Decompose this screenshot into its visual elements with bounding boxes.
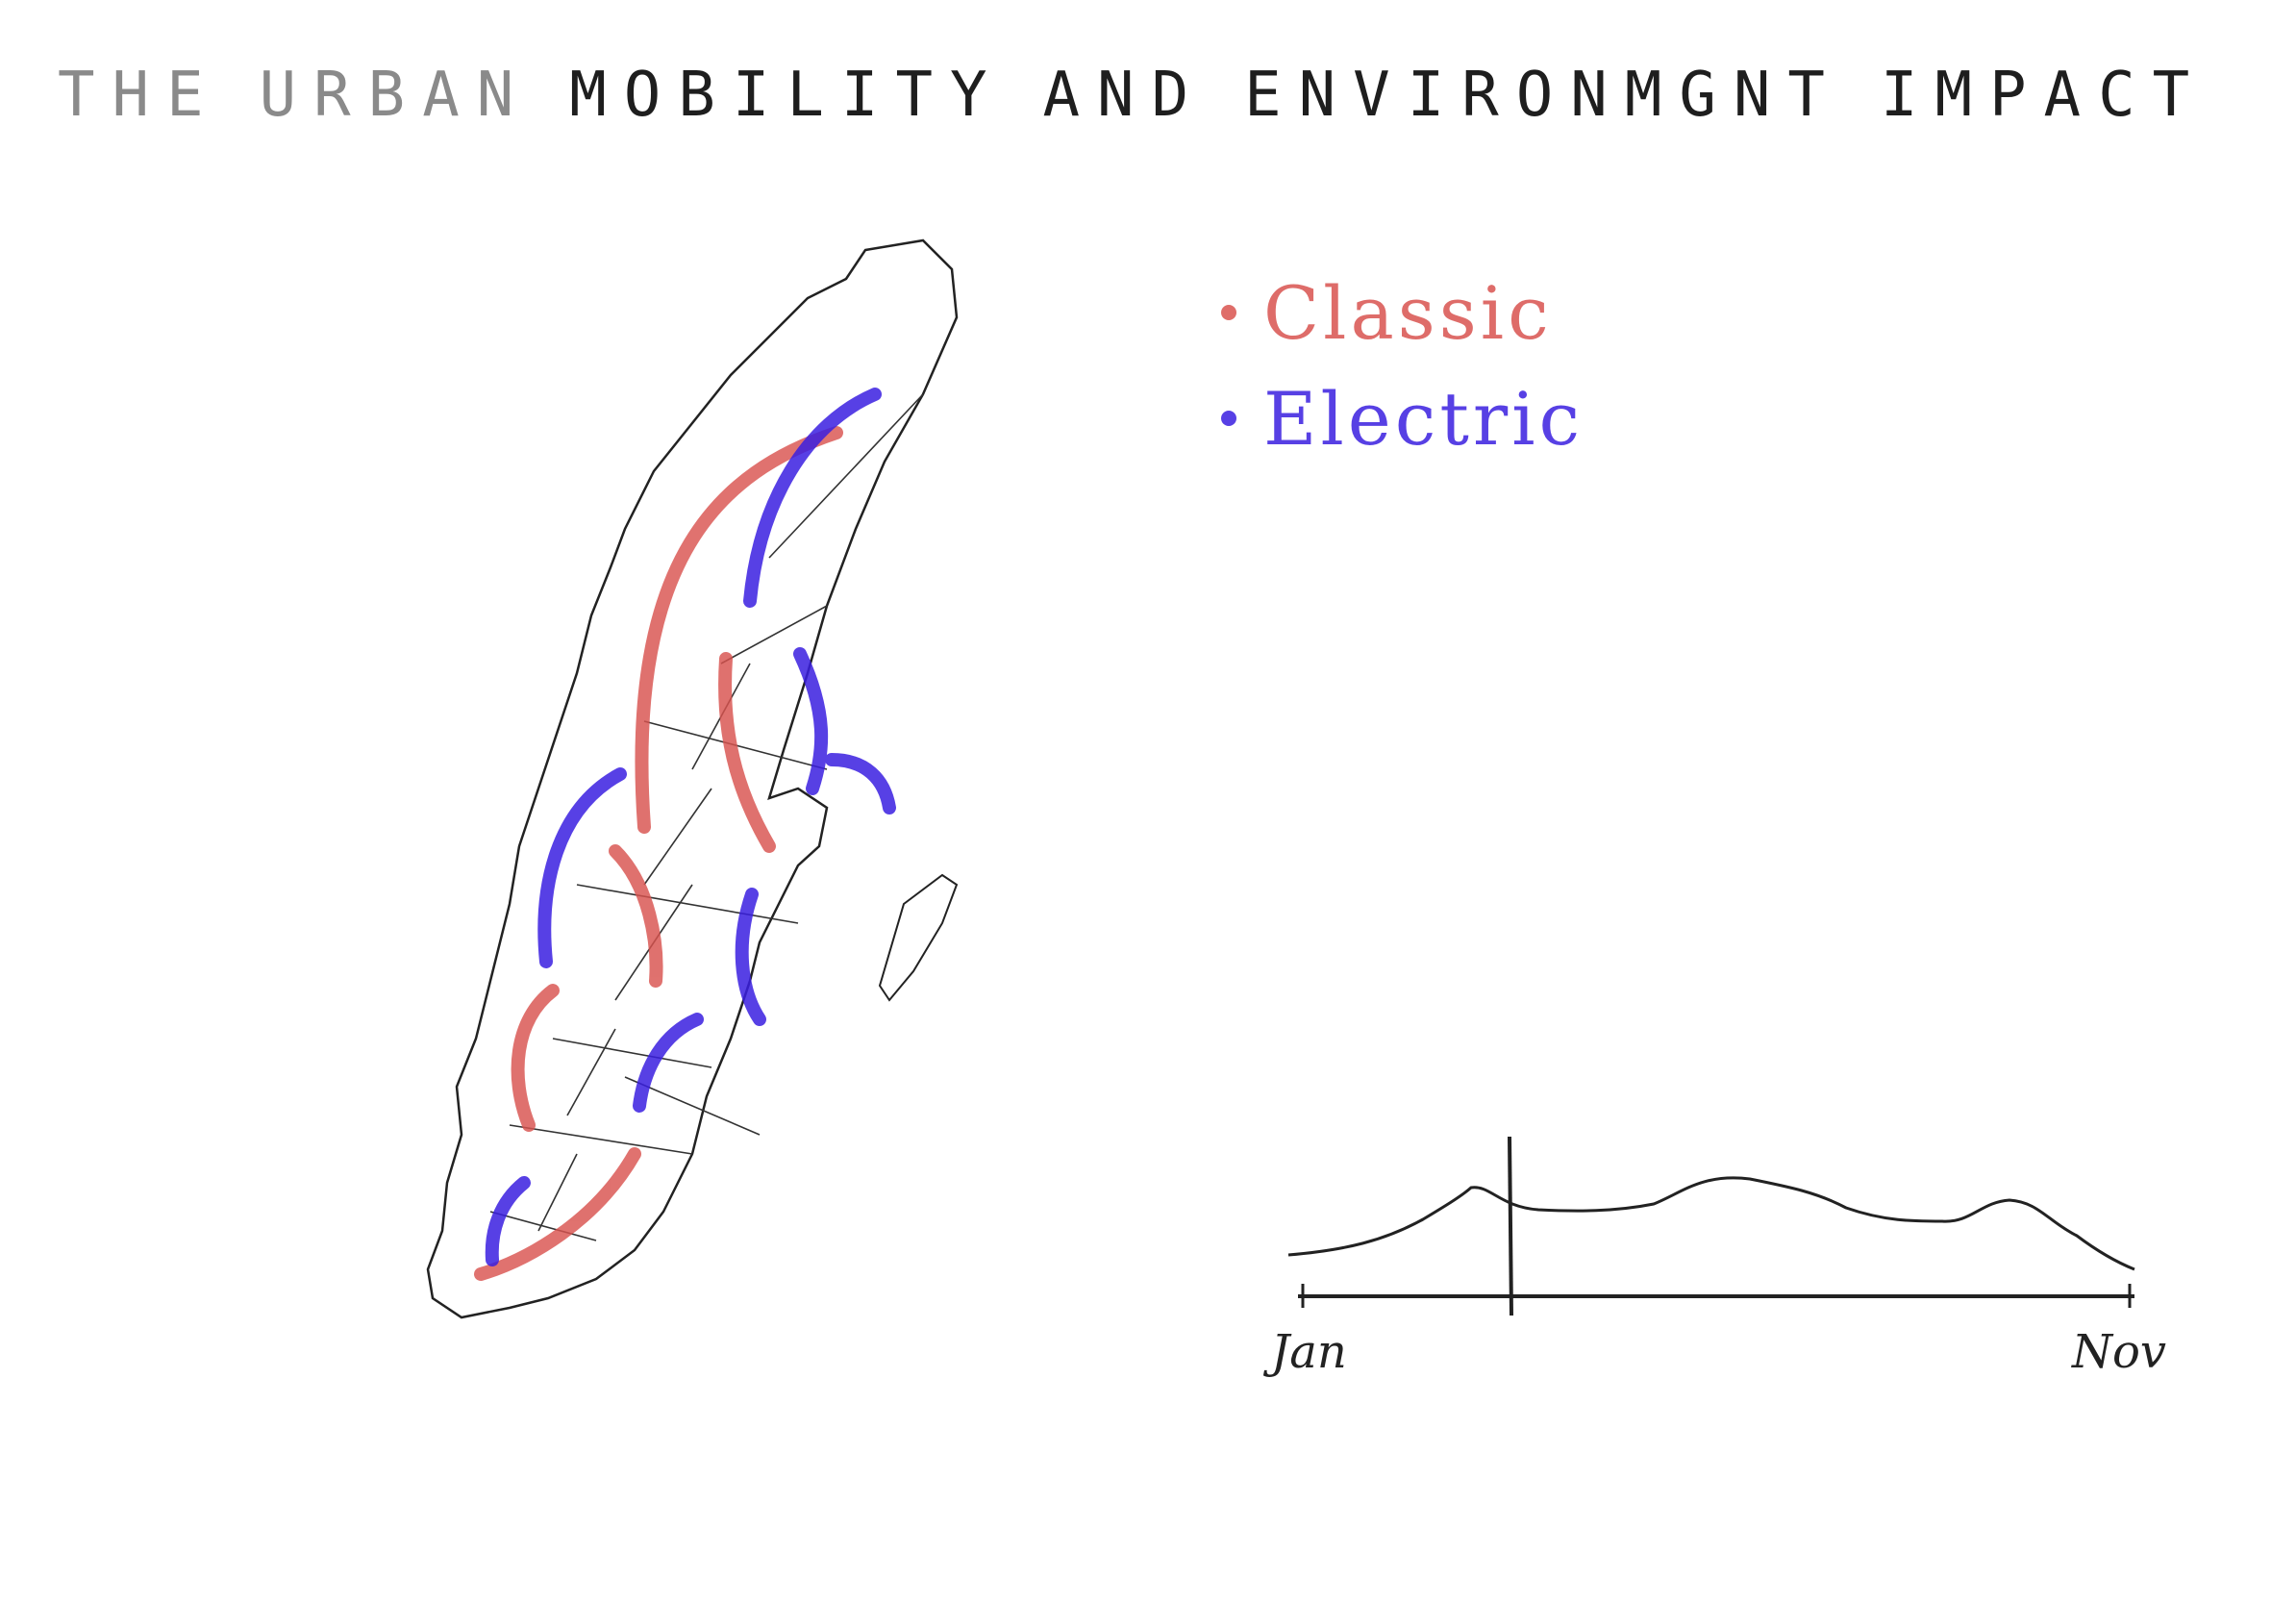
legend-dot-electric (1221, 411, 1236, 426)
electric-arc (633, 1013, 704, 1113)
electric-flows (485, 388, 896, 1266)
classic-arc (609, 844, 663, 988)
legend-dot-classic (1221, 305, 1236, 320)
classic-arc (718, 652, 776, 853)
timeline-end-label: Nov (2071, 1325, 2166, 1379)
timeline: Jan Nov (1250, 1115, 2202, 1404)
classic-arc (635, 426, 843, 834)
classic-arc (511, 984, 560, 1132)
title-word: THE (58, 60, 221, 131)
electric-arc (743, 388, 882, 608)
manhattan-map (404, 212, 981, 1346)
electric-arc (825, 753, 896, 815)
title-word: IMPACT (1880, 60, 2208, 131)
title-word: ENVIRONMGNT (1244, 60, 1842, 131)
title-word: MOBILITY (569, 60, 1005, 131)
page-title: THE URBAN MOBILITY AND ENVIRONMGNT IMPACT (58, 60, 2189, 156)
activity-curve (1287, 1176, 2135, 1271)
time-slider-handle[interactable] (1508, 1136, 1513, 1316)
island-outline (426, 238, 959, 1319)
legend: Classic Electric (1221, 260, 1702, 490)
legend-label-classic: Classic (1263, 269, 1553, 356)
electric-arc (735, 888, 766, 1026)
electric-arc (485, 1176, 531, 1266)
electric-arc (537, 767, 627, 968)
map-svg (426, 238, 959, 1319)
legend-label-electric: Electric (1263, 375, 1585, 462)
legend-item-classic: Classic (1221, 260, 1702, 365)
timeline-svg: Jan Nov (1262, 1136, 2166, 1379)
neighborhood-boundaries (489, 393, 924, 1241)
inlet-outline (878, 873, 959, 1002)
legend-item-electric: Electric (1221, 365, 1702, 471)
timeline-start-label: Jan (1262, 1325, 1347, 1379)
classic-flows (474, 426, 843, 1281)
title-word: URBAN (259, 60, 532, 131)
electric-arc (793, 647, 829, 795)
title-word: AND (1042, 60, 1207, 131)
classic-arc (474, 1147, 641, 1281)
